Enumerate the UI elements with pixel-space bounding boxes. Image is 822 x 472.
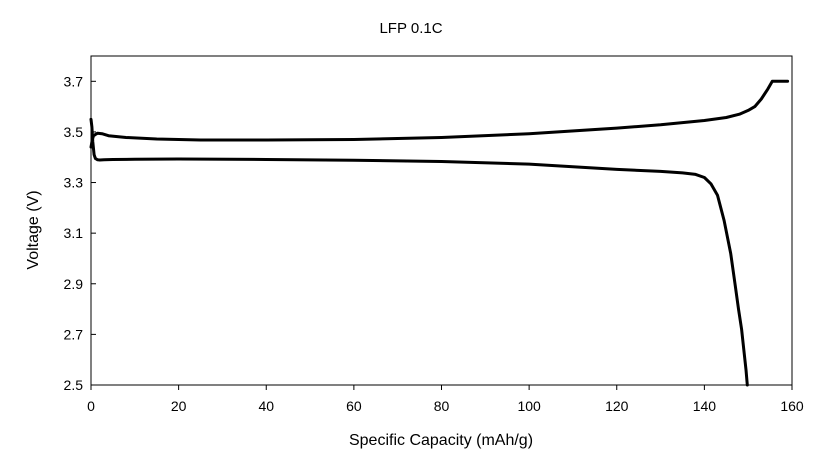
plot-frame: [90, 55, 793, 386]
y-axis-label: Voltage (V): [25, 190, 42, 269]
y-tick-label: 3.5: [64, 124, 84, 140]
plot-area: [90, 55, 793, 386]
y-tick-label: 3.3: [64, 175, 84, 191]
x-axis-label: Specific Capacity (mAh/g): [349, 432, 533, 449]
y-axis-ticks: 2.5 2.7 2.9 3.1 3.3 3.5 3.7: [64, 73, 96, 393]
x-tick-label: 160: [780, 398, 804, 414]
y-tick-label: 3.1: [64, 225, 84, 241]
discharge-curve: [89, 117, 749, 387]
charge-curve: [89, 79, 790, 149]
y-tick-label: 2.5: [64, 377, 84, 393]
x-tick-label: 100: [517, 398, 541, 414]
x-tick-label: 0: [87, 398, 95, 414]
x-tick-label: 60: [346, 398, 362, 414]
y-tick-label: 3.7: [64, 73, 84, 89]
y-tick-label: 2.7: [64, 326, 84, 342]
y-tick-label: 2.9: [64, 276, 84, 292]
x-tick-label: 20: [171, 398, 187, 414]
series-layer: [89, 79, 790, 387]
x-tick-label: 140: [693, 398, 717, 414]
x-axis-ticks: 0 20 40 60 80 100 120 140 160: [87, 385, 804, 414]
chart-title: LFP 0.1C: [379, 20, 442, 37]
x-tick-label: 120: [605, 398, 629, 414]
x-tick-label: 40: [258, 398, 274, 414]
x-tick-label: 80: [434, 398, 450, 414]
